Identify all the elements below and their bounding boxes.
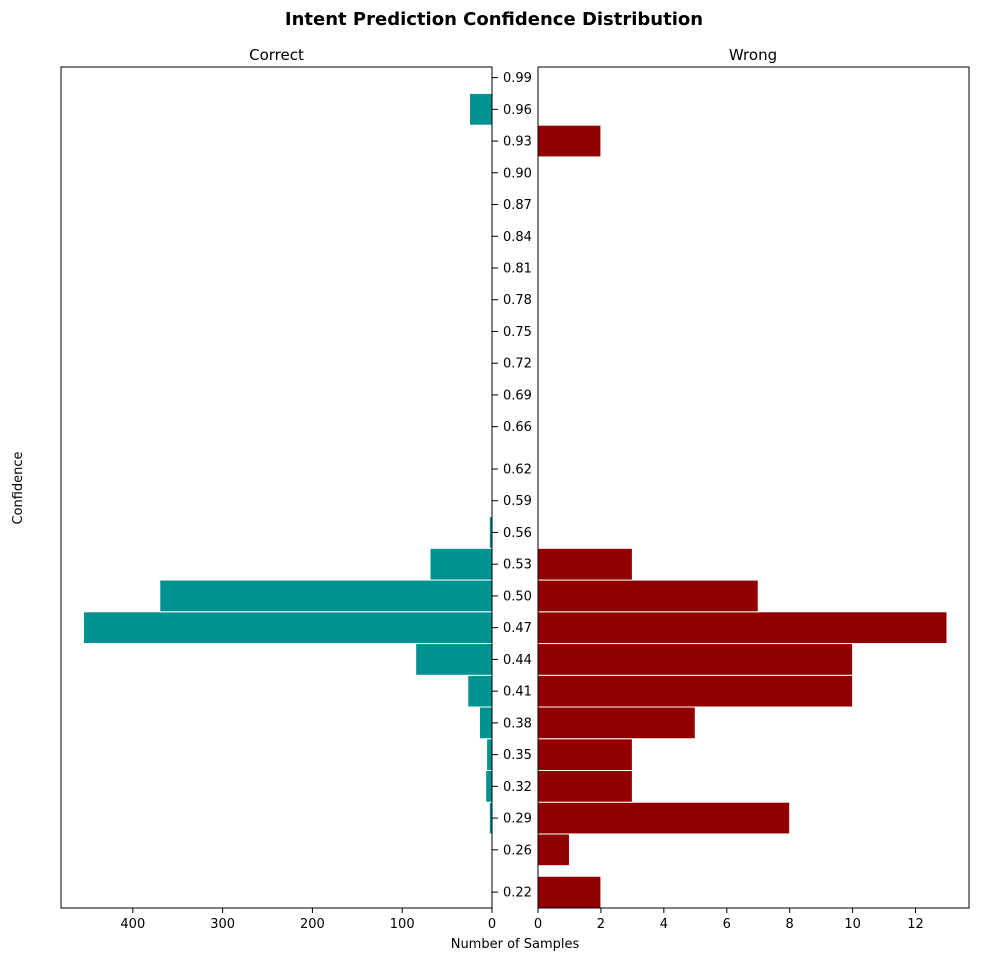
correct-bar [485, 769, 493, 803]
y-tick-label: 0.81 [503, 261, 532, 276]
y-tick-label: 0.59 [503, 494, 532, 509]
y-tick-label: 0.26 [503, 843, 532, 858]
wrong-bar [537, 579, 759, 613]
wrong-x-tick-label: 2 [597, 917, 605, 932]
y-axis-label: Confidence [11, 451, 26, 524]
y-tick-label: 0.35 [503, 748, 532, 763]
wrong-bar [537, 547, 633, 581]
y-tick-label: 0.99 [503, 71, 532, 86]
wrong-x-tick-label: 10 [844, 917, 861, 932]
y-tick-label: 0.56 [503, 526, 532, 541]
wrong-x-tick-label: 8 [786, 917, 794, 932]
correct-x-tick-label: 400 [120, 917, 145, 932]
correct-x-tick-label: 200 [300, 917, 325, 932]
y-tick-label: 0.69 [503, 388, 532, 403]
correct-panel-frame [60, 66, 493, 909]
correct-x-tick-label: 0 [488, 917, 496, 932]
correct-x-ticks: 400 300 200 100 0 [120, 908, 496, 932]
y-tick-label: 0.38 [503, 716, 532, 731]
y-tick-label: 0.78 [503, 293, 532, 308]
correct-bar [429, 547, 493, 581]
wrong-bar [537, 706, 696, 740]
panel-title-wrong: Wrong [729, 46, 777, 64]
y-tick-label: 0.87 [503, 198, 532, 213]
wrong-x-tick-label: 6 [723, 917, 731, 932]
wrong-bar [537, 124, 602, 158]
y-tick-label: 0.29 [503, 812, 532, 827]
chart-title: Intent Prediction Confidence Distributio… [285, 9, 703, 30]
y-tick-label: 0.93 [503, 135, 532, 150]
correct-bar [415, 643, 493, 676]
wrong-x-ticks: 0 2 4 6 8 10 12 [534, 908, 924, 932]
y-tick-label: 0.62 [503, 462, 532, 477]
wrong-bar [537, 875, 602, 909]
y-tick-label: 0.32 [503, 780, 532, 795]
wrong-bar [537, 674, 854, 708]
correct-bar [469, 92, 493, 126]
y-tick-label: 0.84 [503, 230, 532, 245]
correct-bars [82, 92, 493, 835]
x-axis-label: Number of Samples [451, 937, 580, 952]
wrong-bar [537, 643, 854, 676]
y-tick-label: 0.50 [503, 589, 532, 604]
correct-x-tick-label: 300 [210, 917, 235, 932]
wrong-x-tick-label: 12 [907, 917, 924, 932]
wrong-bar [537, 769, 633, 803]
correct-bar [467, 674, 493, 708]
y-tick-label: 0.47 [503, 621, 532, 636]
y-tick-label: 0.96 [503, 103, 532, 118]
wrong-panel-frame [537, 66, 970, 909]
panel-title-correct: Correct [249, 46, 304, 64]
confidence-y-ticks: 0.22 0.26 0.29 0.32 0.35 0.38 0.41 0.44 0.47 0.50… [492, 71, 532, 901]
wrong-bar [537, 738, 633, 771]
y-tick-label: 0.22 [503, 886, 532, 901]
y-tick-label: 0.44 [503, 653, 532, 668]
y-tick-label: 0.53 [503, 558, 532, 573]
wrong-bar [537, 801, 791, 835]
correct-bar [486, 738, 493, 771]
correct-x-tick-label: 100 [390, 917, 415, 932]
wrong-bars [537, 124, 948, 909]
correct-bar [478, 706, 493, 740]
wrong-x-tick-label: 0 [534, 917, 542, 932]
wrong-bar [537, 833, 570, 867]
y-tick-label: 0.90 [503, 166, 532, 181]
y-tick-label: 0.72 [503, 357, 532, 372]
correct-bar [159, 579, 493, 613]
y-tick-label: 0.66 [503, 420, 532, 435]
wrong-x-tick-label: 4 [660, 917, 668, 932]
correct-bar [82, 611, 493, 645]
y-tick-label: 0.75 [503, 325, 532, 340]
y-tick-label: 0.41 [503, 685, 532, 700]
wrong-bar [537, 611, 948, 645]
